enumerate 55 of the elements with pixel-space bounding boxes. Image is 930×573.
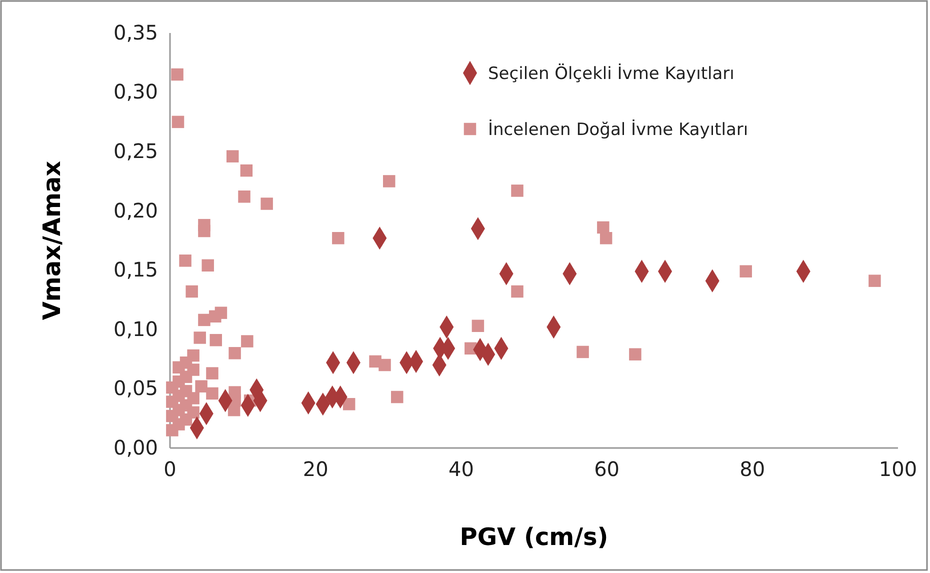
- point: [511, 184, 524, 197]
- y-tick-label: 0,15: [113, 258, 158, 282]
- point: [260, 198, 273, 210]
- point: [228, 347, 241, 360]
- point: [226, 150, 239, 162]
- point: [238, 190, 250, 203]
- x-axis-title: PGV (cm/s): [460, 523, 608, 551]
- point: [378, 358, 391, 372]
- point: [342, 398, 356, 410]
- point: [195, 380, 208, 392]
- point: [171, 68, 184, 81]
- y-tick-label: 0,00: [113, 435, 158, 460]
- y-tick-label: 0,10: [113, 316, 158, 341]
- point: [187, 392, 200, 404]
- x-tick-label: 40: [448, 457, 474, 482]
- point: [206, 367, 218, 380]
- point: [391, 390, 404, 404]
- point: [332, 232, 344, 244]
- legend-label: Seçilen Ölçekli İvme Kayıtları: [488, 63, 734, 84]
- point: [209, 310, 222, 323]
- y-tick-label: 0,05: [113, 376, 158, 400]
- y-tick-label: 0,25: [113, 138, 158, 163]
- y-tick-label: 0,20: [113, 198, 158, 222]
- x-tick-label: 60: [594, 457, 620, 482]
- point: [172, 116, 184, 128]
- y-tick-label: 0,35: [113, 20, 158, 44]
- point: [383, 175, 396, 188]
- point: [629, 348, 642, 360]
- legend-label: İncelenen Doğal İvme Kayıtları: [488, 119, 748, 140]
- point: [472, 320, 484, 332]
- point: [600, 232, 612, 244]
- point: [187, 364, 200, 376]
- x-tick-label: 0: [164, 457, 176, 482]
- y-axis-title: Vmax/Amax: [38, 160, 66, 320]
- y-tick-label: 0,30: [113, 80, 158, 104]
- point: [198, 224, 210, 238]
- point: [210, 334, 222, 346]
- point: [240, 164, 253, 177]
- point: [511, 285, 524, 298]
- x-tick-label: 100: [878, 457, 918, 482]
- point: [740, 265, 752, 278]
- point: [206, 387, 218, 400]
- point: [194, 332, 206, 344]
- point: [187, 349, 200, 362]
- point: [179, 254, 192, 267]
- point: [576, 346, 589, 358]
- x-tick-label: 20: [302, 457, 328, 482]
- point: [597, 221, 610, 234]
- point: [186, 285, 198, 298]
- point: [187, 406, 200, 419]
- x-tick-label: 80: [740, 457, 766, 482]
- point: [202, 259, 214, 272]
- point: [198, 314, 210, 326]
- point: [241, 335, 254, 348]
- point: [868, 274, 881, 287]
